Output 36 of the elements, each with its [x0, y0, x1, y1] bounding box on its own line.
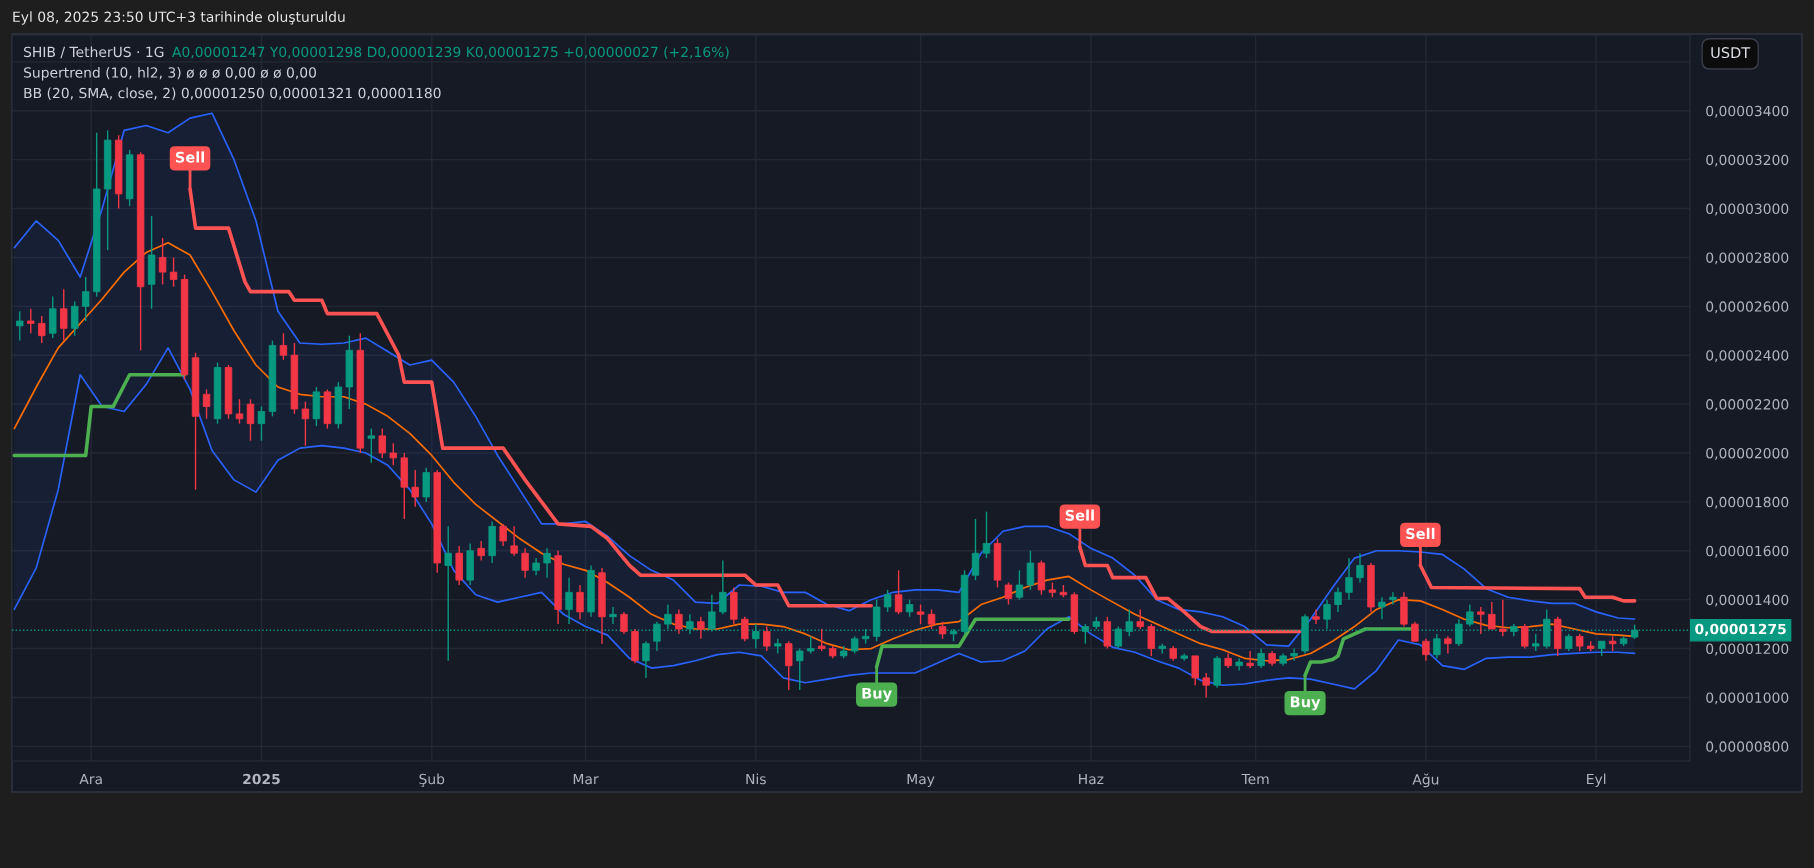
text: Eyl 08, 2025 23:50 UTC+3 tarihinde oluşturuldu: [13, 11, 345, 25]
x-tick-label: Eyl: [1587, 773, 1606, 787]
y-tick-label: 0,00003000: [1706, 203, 1789, 216]
annotation: Sell: [1065, 509, 1094, 521]
y-tick-label: 0,00001000: [1706, 692, 1789, 705]
text: SHIB / TetherUS · 1G: [23, 46, 164, 59]
x-tick-label: Ağu: [1412, 773, 1439, 788]
y-tick-label: 0,00002600: [1706, 301, 1789, 314]
y-tick-label: 0,00003200: [1706, 154, 1789, 167]
y-tick-label: 0,00001800: [1706, 496, 1789, 509]
x-tick-label: 2025: [243, 773, 280, 785]
y-tick-label: 0,00003400: [1706, 105, 1789, 118]
y-tick-label: 0,00000800: [1706, 741, 1789, 754]
annotation: Buy: [862, 687, 892, 702]
annotation: Buy: [1290, 696, 1321, 711]
annotation: Supertrend (10, hl2, 3) ø ø ø 0,00 ø ø 0,00: [23, 66, 317, 81]
ref-line-label: 0,00001275: [1695, 623, 1786, 637]
y-tick-label: 0,00001600: [1706, 545, 1789, 558]
y-tick-label: 0,00002800: [1706, 252, 1789, 265]
x-tick-label: Nis: [746, 773, 766, 785]
annotation: Sell: [175, 151, 205, 163]
x-tick-label: May: [907, 773, 935, 787]
y-tick-label: 0,00002400: [1706, 350, 1789, 363]
annotation: BB (20, SMA, close, 2) 0,00001250 0,00001321 0,00001180: [24, 87, 441, 100]
y-tick-label: 0,00002000: [1706, 447, 1789, 460]
text: A0,00001247 Y0,00001298 D0,00001239 K0,00001275 +0,00000027 (+2,16%): [172, 46, 729, 59]
y-tick-label: 0,00001400: [1706, 594, 1789, 607]
x-tick-label: Şub: [419, 773, 445, 787]
y-tick-label: 0,00001200: [1706, 643, 1789, 656]
y-axis-title: USDT: [1711, 47, 1751, 59]
x-tick-label: Haz: [1079, 773, 1104, 785]
x-tick-label: Tem: [1241, 773, 1269, 785]
annotation: Sell: [1406, 527, 1435, 540]
x-tick-label: Mar: [573, 773, 599, 785]
y-tick-label: 0,00002200: [1706, 399, 1789, 411]
x-tick-label: Ara: [79, 773, 102, 785]
